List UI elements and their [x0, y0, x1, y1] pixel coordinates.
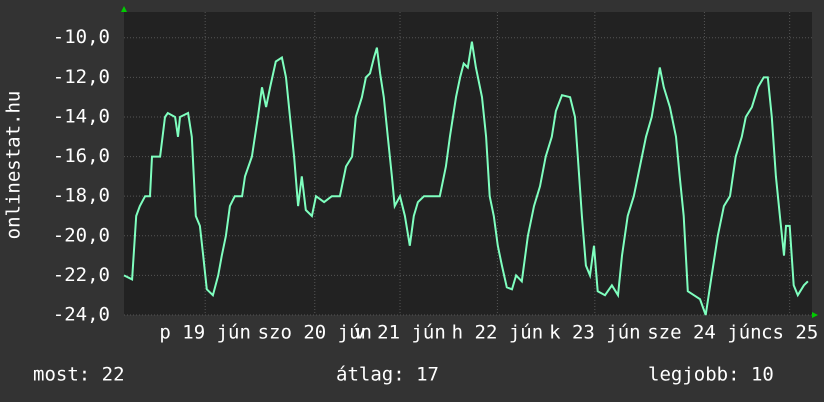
- plot-area: [124, 12, 812, 315]
- data-line: [123, 41, 809, 316]
- footer-current: most: 22: [33, 364, 125, 386]
- x-tick-label: cs 25: [761, 322, 818, 344]
- axis-arrow: [121, 6, 127, 12]
- y-tick-label: -10,0: [53, 26, 110, 48]
- footer-average: átlag: 17: [336, 364, 439, 386]
- x-tick-label: v 21 jún: [354, 322, 446, 344]
- x-tick-label: p 19 jún: [159, 322, 251, 344]
- axis-arrow: [812, 312, 818, 318]
- y-tick-label: -16,0: [53, 145, 110, 167]
- y-tick-label: -24,0: [53, 304, 110, 326]
- y-tick-label: -22,0: [53, 264, 110, 286]
- x-tick-label: h 22 jún: [452, 322, 544, 344]
- x-tick-label: k 23 jún: [549, 322, 641, 344]
- y-tick-label: -12,0: [53, 66, 110, 88]
- y-tick-label: -14,0: [53, 105, 110, 127]
- y-axis-label: onlinestat.hu: [3, 91, 25, 240]
- y-tick-label: -18,0: [53, 185, 110, 207]
- x-tick-label: sze 24 jún: [647, 322, 761, 344]
- footer-best: legjobb: 10: [648, 364, 774, 386]
- x-tick-label: szo 20 jún: [258, 322, 372, 344]
- y-tick-label: -20,0: [53, 224, 110, 246]
